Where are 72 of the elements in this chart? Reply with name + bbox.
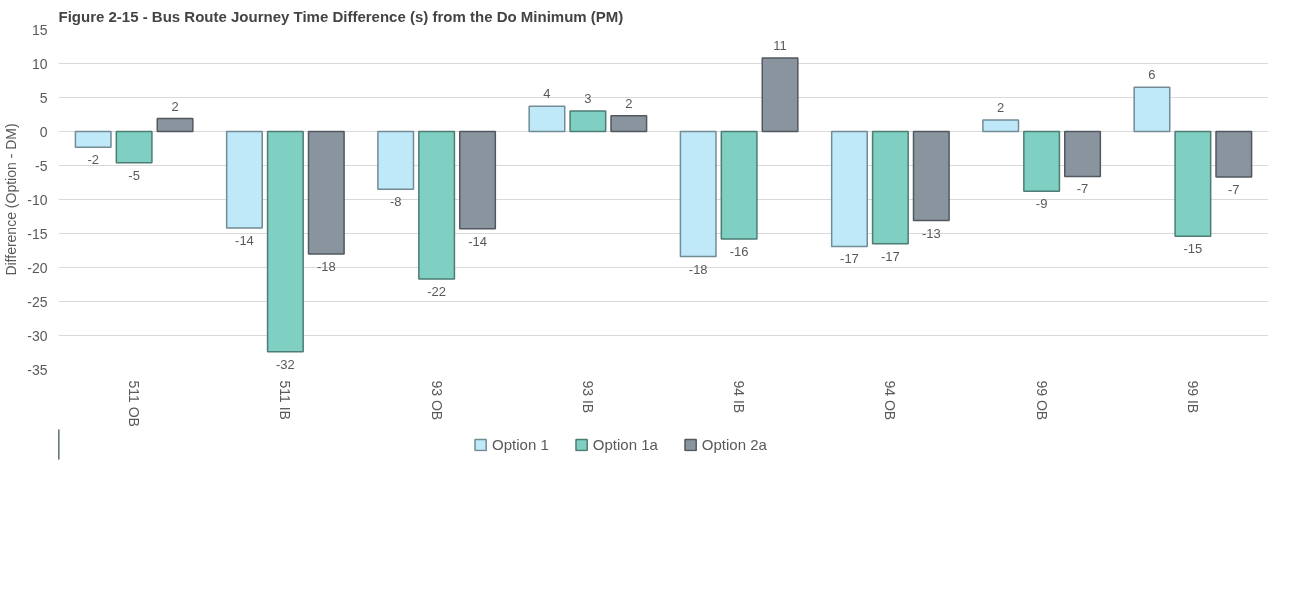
data-label: -17	[880, 248, 900, 264]
bar	[74, 130, 112, 148]
data-label: 2	[171, 98, 179, 114]
bar	[115, 130, 153, 164]
bar	[871, 130, 909, 245]
data-label: 4	[543, 86, 551, 102]
data-label: -13	[921, 225, 941, 241]
y-tick-label: -15	[27, 225, 48, 242]
bar	[1133, 86, 1171, 133]
bar	[225, 130, 263, 229]
x-tick-label: 93 IB	[579, 380, 596, 414]
legend-label: Option 2a	[701, 435, 767, 453]
data-label: -18	[688, 261, 708, 277]
y-tick-label: -10	[27, 191, 48, 208]
bar	[418, 130, 456, 280]
bar	[830, 130, 868, 248]
legend-label: Option 1	[492, 435, 549, 453]
data-label: 2	[997, 99, 1005, 115]
bar	[307, 130, 345, 255]
data-label: -8	[389, 194, 402, 210]
data-label: -15	[1183, 241, 1203, 257]
bar	[528, 105, 566, 133]
y-tick-label: -25	[27, 293, 48, 310]
bar	[912, 130, 950, 222]
data-label: -2	[87, 152, 99, 168]
data-label: -9	[1035, 196, 1048, 212]
y-tick-label: -30	[27, 327, 48, 344]
x-tick-label: 511 OB	[126, 380, 143, 427]
data-label: -18	[316, 258, 336, 274]
data-label: 3	[584, 91, 592, 107]
x-tick-label: 99 IB	[1184, 380, 1201, 414]
bar	[569, 110, 607, 133]
bar	[377, 130, 415, 191]
bar	[761, 57, 799, 133]
x-tick-label: 94 IB	[731, 380, 748, 414]
bar	[1064, 130, 1102, 178]
y-tick-label: 15	[31, 21, 48, 38]
y-axis-title: Difference (Option - DM)	[3, 123, 20, 276]
y-tick-label: -20	[27, 259, 48, 276]
chart-title: Figure 2-15 - Bus Route Journey Time Difference (s) from the Do Minimum (PM)	[58, 7, 624, 25]
data-label: -17	[840, 251, 859, 267]
y-tick-label: 10	[31, 55, 48, 72]
data-label: -22	[427, 284, 447, 300]
data-label: 11	[773, 38, 787, 54]
bar	[266, 130, 304, 353]
y-tick-label: -35	[27, 361, 48, 378]
x-tick-label: 99 OB	[1033, 380, 1050, 421]
bar	[1215, 130, 1253, 178]
x-tick-label: 93 OB	[428, 380, 445, 421]
y-tick-label: 5	[39, 89, 48, 106]
bar	[982, 119, 1020, 133]
data-label: -14	[235, 233, 254, 249]
data-label: -14	[468, 233, 487, 249]
y-tick-label: 0	[39, 123, 48, 140]
y-tick-label: -5	[35, 157, 48, 174]
bar	[1174, 130, 1212, 237]
data-label: -7	[1228, 182, 1240, 198]
bar	[679, 130, 717, 258]
legend-label: Option 1a	[592, 435, 658, 453]
x-tick-label: 94 OB	[882, 380, 899, 421]
bar	[1023, 130, 1061, 193]
data-label: 6	[1148, 67, 1156, 83]
bar	[459, 130, 497, 230]
data-label: -16	[729, 243, 749, 259]
bar	[610, 115, 648, 133]
bar	[156, 117, 194, 133]
data-label: -5	[128, 167, 140, 183]
bar	[720, 130, 758, 240]
data-label: -32	[275, 356, 295, 372]
data-label: -7	[1076, 181, 1089, 197]
data-label: 2	[625, 95, 633, 111]
x-tick-label: 511 IB	[277, 380, 294, 420]
